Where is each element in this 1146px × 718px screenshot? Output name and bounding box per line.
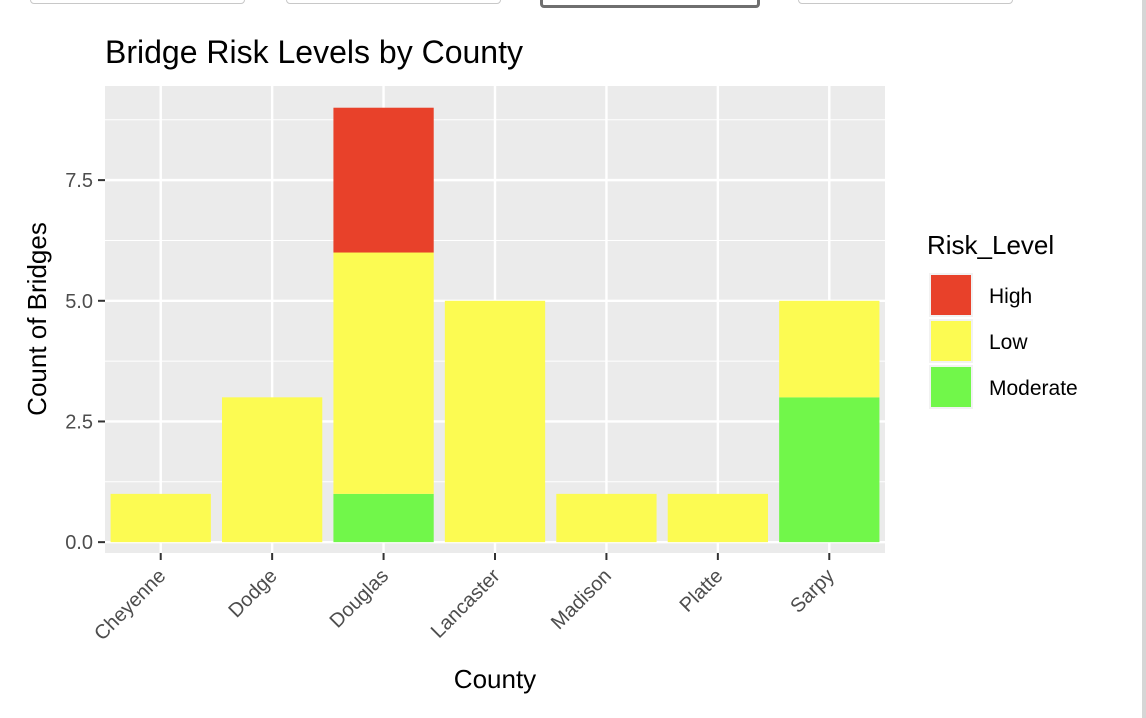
scrollbar-edge <box>1142 0 1146 718</box>
bar-sarpy-low <box>779 300 880 398</box>
x-tick-label-sarpy: Sarpy <box>786 565 839 618</box>
x-axis: Cheyenne Dodge Douglas Lancaster Madison Plat… <box>90 553 839 645</box>
legend-key-moderate <box>931 367 971 407</box>
y-tick-label: 2.5 <box>65 411 93 433</box>
chart-title: Bridge Risk Levels by County <box>105 34 523 70</box>
y-tick-label: 0.0 <box>65 532 93 554</box>
bar-platte-low <box>667 493 768 543</box>
legend: Risk_Level High Low Moderate <box>927 230 1078 409</box>
top-control-3[interactable] <box>540 0 760 8</box>
x-tick-label-platte: Platte <box>676 565 728 617</box>
bar-cheyenne-low <box>110 493 211 543</box>
bar-sarpy-moderate <box>779 397 880 543</box>
legend-label-high: High <box>989 285 1032 308</box>
x-tick-label-lancaster: Lancaster <box>427 565 505 643</box>
y-tick-label: 5.0 <box>65 291 93 313</box>
legend-key-low <box>931 321 971 361</box>
bar-douglas-high <box>333 107 434 253</box>
x-tick-label-douglas: Douglas <box>326 565 393 632</box>
legend-title: Risk_Level <box>927 230 1054 260</box>
y-tick-label: 7.5 <box>65 170 93 192</box>
bar-douglas-moderate <box>333 493 434 543</box>
legend-label-low: Low <box>989 331 1028 354</box>
x-axis-title: County <box>454 664 536 694</box>
bars <box>110 107 880 543</box>
y-axis: 0.0 2.5 5.0 7.5 <box>65 170 105 554</box>
legend-key-high <box>931 275 971 315</box>
legend-label-moderate: Moderate <box>989 377 1078 400</box>
x-tick-label-cheyenne: Cheyenne <box>90 565 170 645</box>
bar-lancaster-low <box>444 300 546 543</box>
bar-dodge-low <box>222 397 323 543</box>
x-tick-label-madison: Madison <box>547 565 616 634</box>
x-tick-label-dodge: Dodge <box>224 565 281 622</box>
y-axis-title: Count of Bridges <box>22 222 52 416</box>
bar-madison-low <box>556 493 657 543</box>
bar-douglas-low <box>333 252 434 494</box>
